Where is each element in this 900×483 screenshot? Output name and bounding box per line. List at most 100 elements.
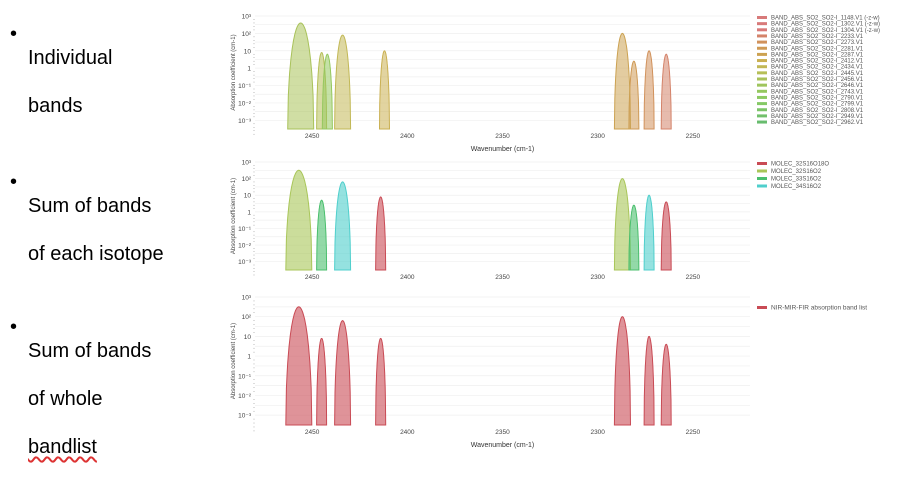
x-tick-label: 2450 [305, 274, 320, 281]
legend-label: MOLEC_34S16O2 [771, 184, 822, 190]
isotope-area [285, 306, 313, 426]
legend-swatch [757, 114, 767, 118]
y-tick-label: 10⁻¹ [238, 373, 252, 380]
y-axis-label: Absorption coefficient (cm-1) [231, 178, 237, 254]
legend-swatch [757, 306, 767, 309]
isotope-area [285, 169, 313, 271]
x-tick-label: 2300 [590, 274, 605, 281]
y-tick-label: 10² [242, 314, 252, 321]
legend-swatch [757, 71, 767, 75]
legend-swatch [757, 184, 767, 188]
legend-swatch [757, 120, 767, 124]
y-tick-label: 10² [242, 176, 252, 183]
legend-label: MOLEC_32S16O2 [771, 169, 822, 175]
legend-label: BAND_ABS_SO2_SO2-I_2434.V1 [771, 65, 864, 71]
y-tick-label: 10⁻² [238, 243, 252, 250]
y-tick-label: 1 [247, 209, 251, 216]
legend-label: BAND_ABS_SO2_SO2-I_2646.V1 [771, 83, 864, 89]
y-tick-label: 10⁻³ [238, 259, 252, 266]
bullet-line: bandlist [28, 436, 97, 458]
legend-label: BAND_ABS_SO2_SO2-I_2949.V1 [771, 114, 864, 120]
legend-label: BAND_ABS_SO2_SO2-I_2808.V1 [771, 108, 864, 114]
x-tick-label: 2250 [686, 274, 701, 281]
y-tick-label: 10⁻² [238, 393, 252, 400]
legend-swatch [757, 40, 767, 44]
band-area [613, 32, 632, 130]
legend-label: NIR-MIR-FIR absorption band list [771, 305, 867, 312]
x-axis-label: Wavenumber (cm-1) [471, 442, 535, 449]
isotope-area [316, 337, 328, 426]
x-tick-label: 2400 [400, 429, 415, 436]
chart-whole-bandlist: 10³ 10² 10 1 10⁻¹ 10⁻² 10⁻³ Absorption coeffici… [231, 295, 867, 450]
y-axis-label: Absorption coefficient (cm-1) [231, 34, 237, 110]
x-axis-label: Wavenumber (cm-1) [471, 146, 535, 153]
y-axis-label: Absorption coefficient (cm-1) [231, 323, 237, 399]
bullet-line: Individual [28, 47, 113, 69]
legend-swatch [757, 52, 767, 56]
legend-swatch [757, 89, 767, 93]
isotope-area [643, 335, 655, 426]
band-area [643, 50, 655, 130]
y-tick-label: 10⁻² [238, 100, 252, 107]
y-tick-label: 1 [247, 354, 251, 361]
isotope-area [613, 316, 632, 426]
x-tick-label: 2400 [400, 274, 415, 281]
legend-label: BAND_ABS_SO2_SO2-I_2287.V1 [771, 52, 864, 58]
bullet-line: Sum of bands [28, 340, 152, 362]
bullet-sum-each-isotope: • Sum of bands of each isotope [10, 170, 210, 265]
legend-label: BAND_ABS_SO2_SO2-I_2962.V1 [771, 120, 864, 126]
bullet-dot: • [10, 316, 18, 338]
legend-swatch [757, 65, 767, 69]
legend-swatch [757, 16, 767, 19]
isotope-area [375, 337, 387, 426]
legend-swatch [757, 177, 767, 180]
x-tick-label: 2400 [400, 133, 415, 140]
legend-label: BAND_ABS_SO2_SO2-I_2273.V1 [771, 40, 864, 46]
legend-label: BAND_ABS_SO2_SO2-I_1148.V1 (-z-w) [771, 16, 880, 22]
isotope-area [643, 194, 655, 271]
isotope-area [316, 199, 328, 271]
y-tick-label: 1 [247, 66, 251, 73]
y-tick-label: 10⁻³ [238, 118, 252, 125]
y-tick-label: 10⁻¹ [238, 226, 252, 233]
y-tick-label: 10⁻³ [238, 413, 252, 420]
legend-swatch [757, 83, 767, 87]
legend-swatch [757, 162, 767, 165]
bullet-dot: • [10, 171, 18, 193]
x-tick-label: 2250 [686, 429, 701, 436]
bullet-line: bands [28, 95, 83, 117]
legend-swatch [757, 102, 767, 106]
x-tick-label: 2350 [495, 429, 510, 436]
chart-individual-bands: 10³ 10² 10 1 10⁻¹ 10⁻² 10⁻³ Absorption coeffici… [231, 14, 880, 154]
legend-label: BAND_ABS_SO2_SO2-I_2743.V1 [771, 89, 864, 95]
legend-swatch [757, 22, 767, 26]
x-tick-label: 2450 [305, 429, 320, 436]
bullet-individual-bands: • Individual bands [10, 22, 210, 117]
band-area [334, 34, 352, 130]
legend-label: BAND_ABS_SO2_SO2-I_2445.V1 [771, 71, 864, 77]
legend-swatch [757, 59, 767, 63]
y-tick-label: 10 [244, 193, 252, 200]
isotope-area [375, 196, 387, 271]
x-tick-label: 2350 [495, 274, 510, 281]
x-tick-label: 2450 [305, 133, 320, 140]
legend-label: MOLEC_33S16O2 [771, 177, 822, 183]
legend-label: BAND_ABS_SO2_SO2-I_1304.V1 (-z-w) [771, 28, 880, 34]
y-tick-label: 10 [244, 334, 252, 341]
legend-swatch [757, 28, 767, 32]
band-area [287, 22, 315, 130]
legend-swatch [757, 108, 767, 112]
x-tick-label: 2300 [590, 429, 605, 436]
bullet-line: of each isotope [28, 243, 164, 265]
legend-swatch [757, 77, 767, 81]
isotope-area [334, 320, 352, 426]
y-tick-label: 10³ [242, 295, 252, 302]
legend-label: BAND_ABS_SO2_SO2-I_2412.V1 [771, 59, 864, 65]
legend-label: BAND_ABS_SO2_SO2-I_2233.V1 [771, 34, 864, 40]
x-tick-label: 2250 [686, 133, 701, 140]
bullet-line: of whole [28, 388, 103, 410]
legend-swatch [757, 46, 767, 50]
legend-label: BAND_ABS_SO2_SO2-I_2790.V1 [771, 95, 864, 101]
y-tick-label: 10² [242, 31, 252, 38]
legend-label: BAND_ABS_SO2_SO2-I_2799.V1 [771, 102, 864, 108]
